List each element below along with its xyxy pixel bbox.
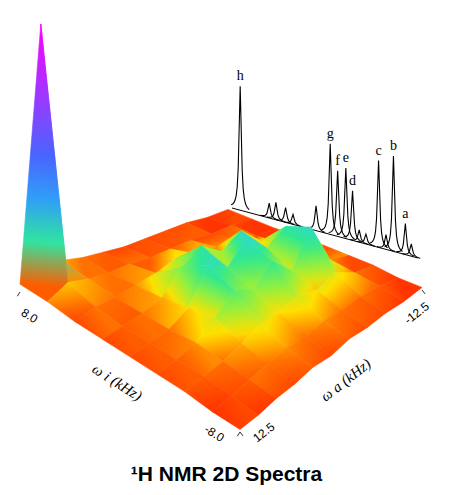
spectrum-peak bbox=[284, 214, 302, 226]
background bbox=[0, 0, 453, 495]
tick-mark bbox=[237, 432, 240, 436]
surface-cell bbox=[213, 396, 259, 430]
surface-cell bbox=[182, 246, 228, 267]
spectrum-peak bbox=[344, 191, 362, 242]
peak-label: f bbox=[335, 153, 340, 168]
tick-label: 8.0 bbox=[19, 305, 41, 326]
axes: 8.0 -8.0 12.5 -12.5 ω i (kHz) ω a (kHz) bbox=[17, 290, 432, 445]
tick-mark bbox=[240, 432, 243, 436]
peak-label: d bbox=[349, 173, 356, 188]
tick-label: 12.5 bbox=[250, 420, 277, 446]
peak-label: c bbox=[375, 143, 381, 158]
peak-label: g bbox=[327, 126, 334, 141]
axis-title: ω a (kHz) bbox=[318, 355, 375, 405]
chart: h gfed cb a 8.0 -8.0 12.5 -12.5 ω i (kHz) ω a (kH… bbox=[0, 0, 453, 495]
peak-label: a bbox=[402, 206, 409, 221]
tick-mark bbox=[422, 290, 425, 294]
chart-title: ¹H NMR 2D Spectra bbox=[131, 462, 323, 485]
surface bbox=[20, 24, 422, 429]
spectrum-peak bbox=[231, 86, 249, 209]
peak-label: e bbox=[343, 150, 349, 165]
axis-title: ω i (kHz) bbox=[89, 361, 145, 405]
spectrum-peak bbox=[396, 224, 414, 257]
spectrum-peak bbox=[370, 161, 388, 248]
tick-mark bbox=[17, 292, 20, 296]
spectrum-peak bbox=[384, 156, 402, 252]
peak-label: h bbox=[237, 68, 244, 83]
tick-label: -8.0 bbox=[202, 422, 227, 445]
spectrum-peak bbox=[377, 235, 395, 252]
peak-labels: h gfed cb a bbox=[237, 68, 410, 220]
projection-spectrum bbox=[231, 86, 420, 258]
spectrum-peak bbox=[402, 244, 420, 259]
peak-label: b bbox=[390, 138, 397, 153]
surface-cell bbox=[20, 24, 68, 302]
spectrum-peak bbox=[357, 234, 375, 246]
tick-label: -12.5 bbox=[402, 299, 432, 327]
